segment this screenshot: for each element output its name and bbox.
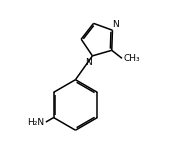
Text: H₂N: H₂N: [27, 118, 44, 127]
Text: N: N: [85, 58, 92, 67]
Text: N: N: [112, 20, 119, 29]
Text: CH₃: CH₃: [123, 54, 140, 63]
